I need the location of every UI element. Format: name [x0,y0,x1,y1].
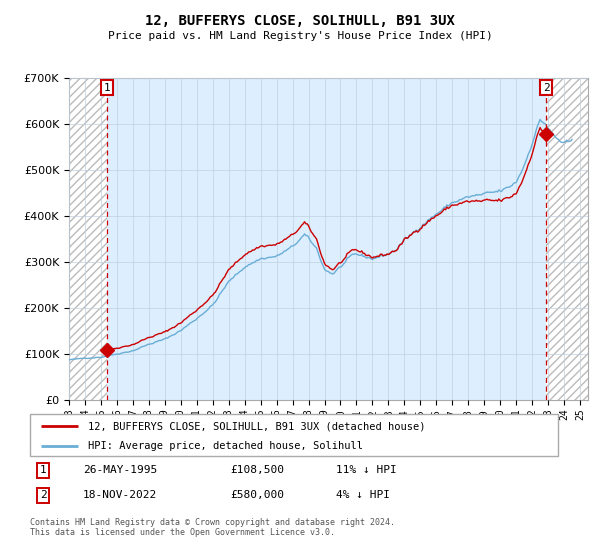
Text: 2: 2 [543,83,550,92]
Text: 1: 1 [40,465,47,475]
Text: 11% ↓ HPI: 11% ↓ HPI [336,465,397,475]
Text: Contains HM Land Registry data © Crown copyright and database right 2024.
This d: Contains HM Land Registry data © Crown c… [30,518,395,538]
Text: 18-NOV-2022: 18-NOV-2022 [83,491,157,501]
Text: 26-MAY-1995: 26-MAY-1995 [83,465,157,475]
Text: HPI: Average price, detached house, Solihull: HPI: Average price, detached house, Soli… [88,441,363,451]
Text: 4% ↓ HPI: 4% ↓ HPI [336,491,390,501]
Text: 12, BUFFERYS CLOSE, SOLIHULL, B91 3UX: 12, BUFFERYS CLOSE, SOLIHULL, B91 3UX [145,14,455,28]
Text: Price paid vs. HM Land Registry's House Price Index (HPI): Price paid vs. HM Land Registry's House … [107,31,493,41]
Text: 12, BUFFERYS CLOSE, SOLIHULL, B91 3UX (detached house): 12, BUFFERYS CLOSE, SOLIHULL, B91 3UX (d… [88,421,425,431]
Text: 2: 2 [40,491,47,501]
Text: £108,500: £108,500 [230,465,284,475]
Text: 1: 1 [104,83,110,92]
Text: £580,000: £580,000 [230,491,284,501]
